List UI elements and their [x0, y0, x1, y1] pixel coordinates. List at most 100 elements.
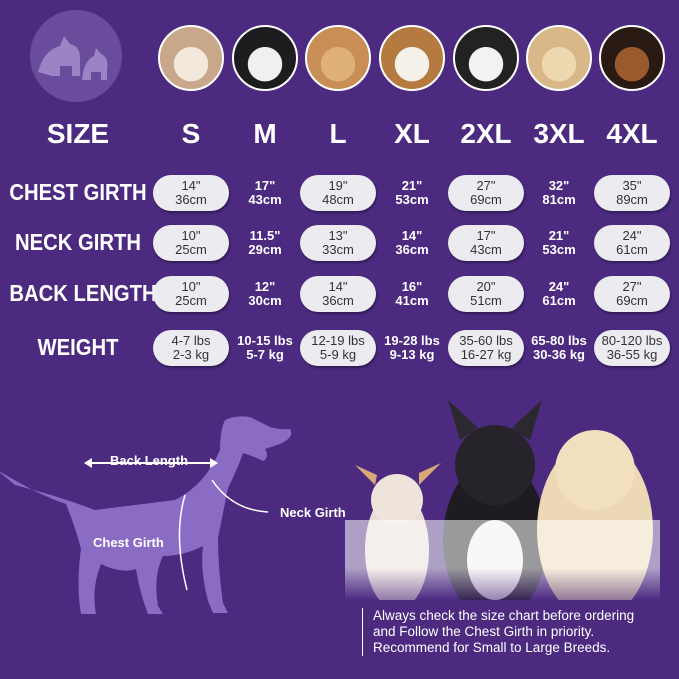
size-column-header: 4XL: [606, 118, 658, 149]
metric-value: 30cm: [248, 293, 282, 308]
imperial-value: 10": [181, 279, 201, 294]
size-column-header: S: [181, 118, 201, 149]
doberman-avatar: [599, 25, 665, 91]
chest-girth-label: Chest Girth: [93, 535, 164, 550]
imperial-value: 14": [401, 228, 423, 243]
size-cell: 80-120 lbs 36-55 kg: [594, 330, 670, 366]
imperial-value: 19-28 lbs: [384, 333, 440, 348]
size-cell: 14" 36cm: [153, 175, 229, 211]
note-line: Recommend for Small to Large Breeds.: [373, 640, 611, 655]
row-label: WEIGHT: [37, 334, 119, 360]
note-line: and Follow the Chest Girth in priority.: [373, 624, 595, 639]
size-header: SIZE: [46, 118, 110, 149]
imperial-value: 21": [548, 228, 570, 243]
size-cell: 17" 43cm: [448, 225, 524, 261]
boston-terrier-avatar: [232, 25, 298, 91]
metric-value: 81cm: [542, 192, 576, 207]
imperial-value: 80-120 lbs: [601, 333, 663, 348]
imperial-value: 19": [328, 178, 348, 193]
size-cell: 27" 69cm: [594, 276, 670, 312]
imperial-value: 24": [622, 228, 642, 243]
metric-value: 48cm: [322, 192, 354, 207]
size-cell: 24" 61cm: [521, 276, 597, 312]
size-cell: 27" 69cm: [448, 175, 524, 211]
size-cell: 24" 61cm: [594, 225, 670, 261]
imperial-value: 10-15 lbs: [237, 333, 293, 348]
metric-value: 69cm: [616, 293, 648, 308]
metric-value: 61cm: [542, 293, 576, 308]
row-label: BACK LENGTH: [9, 280, 157, 306]
size-cell: 10" 25cm: [153, 225, 229, 261]
size-cell: 11.5" 29cm: [227, 225, 303, 261]
size-cell: 10" 25cm: [153, 276, 229, 312]
cocker-spaniel-avatar: [305, 25, 371, 91]
row-label: CHEST GIRTH: [9, 179, 147, 205]
imperial-value: 27": [622, 279, 642, 294]
imperial-value: 4-7 lbs: [171, 333, 211, 348]
size-cell: 4-7 lbs 2-3 kg: [153, 330, 229, 366]
imperial-value: 35": [622, 178, 642, 193]
size-cell: 14" 36cm: [300, 276, 376, 312]
metric-value: 53cm: [395, 192, 429, 207]
size-note: Always check the size chart before order…: [362, 608, 634, 656]
size-cell: 14" 36cm: [374, 225, 450, 261]
metric-value: 36cm: [395, 242, 429, 257]
metric-value: 36-55 kg: [606, 347, 658, 362]
imperial-value: 12-19 lbs: [311, 333, 365, 348]
size-cell: 35" 89cm: [594, 175, 670, 211]
size-column-header: 3XL: [533, 118, 585, 149]
imperial-value: 21": [401, 178, 423, 193]
imperial-value: 17": [476, 228, 496, 243]
metric-value: 36cm: [175, 192, 207, 207]
imperial-value: 11.5": [249, 228, 281, 243]
metric-value: 61cm: [616, 242, 648, 257]
size-cell: 32" 81cm: [521, 175, 597, 211]
imperial-value: 10": [181, 228, 201, 243]
metric-value: 5-7 kg: [246, 347, 284, 362]
metric-value: 30-36 kg: [532, 347, 586, 362]
metric-value: 51cm: [470, 293, 502, 308]
metric-value: 9-13 kg: [389, 347, 435, 362]
imperial-value: 13": [328, 228, 348, 243]
metric-value: 53cm: [542, 242, 576, 257]
metric-value: 43cm: [248, 192, 282, 207]
size-cell: 21" 53cm: [521, 225, 597, 261]
labrador-avatar: [526, 25, 592, 91]
shih-tzu-avatar: [158, 25, 224, 91]
size-cell: 12" 30cm: [227, 276, 303, 312]
imperial-value: 27": [476, 178, 496, 193]
border-collie-avatar: [453, 25, 519, 91]
metric-value: 29cm: [248, 242, 282, 257]
metric-value: 33cm: [322, 242, 354, 257]
metric-value: 41cm: [395, 293, 429, 308]
imperial-value: 24": [548, 279, 570, 294]
imperial-value: 17": [254, 178, 276, 193]
size-cell: 17" 43cm: [227, 175, 303, 211]
note-line: Always check the size chart before order…: [373, 608, 635, 623]
dogs-photo: [345, 400, 660, 600]
size-cell: 21" 53cm: [374, 175, 450, 211]
size-cell: 35-60 lbs 16-27 kg: [448, 330, 524, 366]
metric-value: 43cm: [470, 242, 502, 257]
size-cell: 19-28 lbs 9-13 kg: [374, 330, 450, 366]
metric-value: 36cm: [322, 293, 354, 308]
row-label: NECK GIRTH: [15, 229, 141, 255]
metric-value: 25cm: [175, 242, 207, 257]
beagle-avatar: [379, 25, 445, 91]
size-cell: 19" 48cm: [300, 175, 376, 211]
metric-value: 16-27 kg: [460, 347, 512, 362]
size-column-header: M: [253, 118, 277, 149]
size-column-header: 2XL: [460, 118, 512, 149]
imperial-value: 12": [254, 279, 276, 294]
imperial-value: 65-80 lbs: [531, 333, 587, 348]
imperial-value: 35-60 lbs: [459, 333, 513, 348]
dog-silhouette-diagram: [0, 416, 292, 614]
imperial-value: 20": [476, 279, 496, 294]
metric-value: 5-9 kg: [319, 347, 357, 362]
back-length-label: Back Length: [110, 453, 189, 468]
size-cell: 65-80 lbs 30-36 kg: [521, 330, 597, 366]
imperial-value: 14": [328, 279, 348, 294]
size-cell: 20" 51cm: [448, 276, 524, 312]
metric-value: 2-3 kg: [172, 347, 210, 362]
size-cell: 16" 41cm: [374, 276, 450, 312]
